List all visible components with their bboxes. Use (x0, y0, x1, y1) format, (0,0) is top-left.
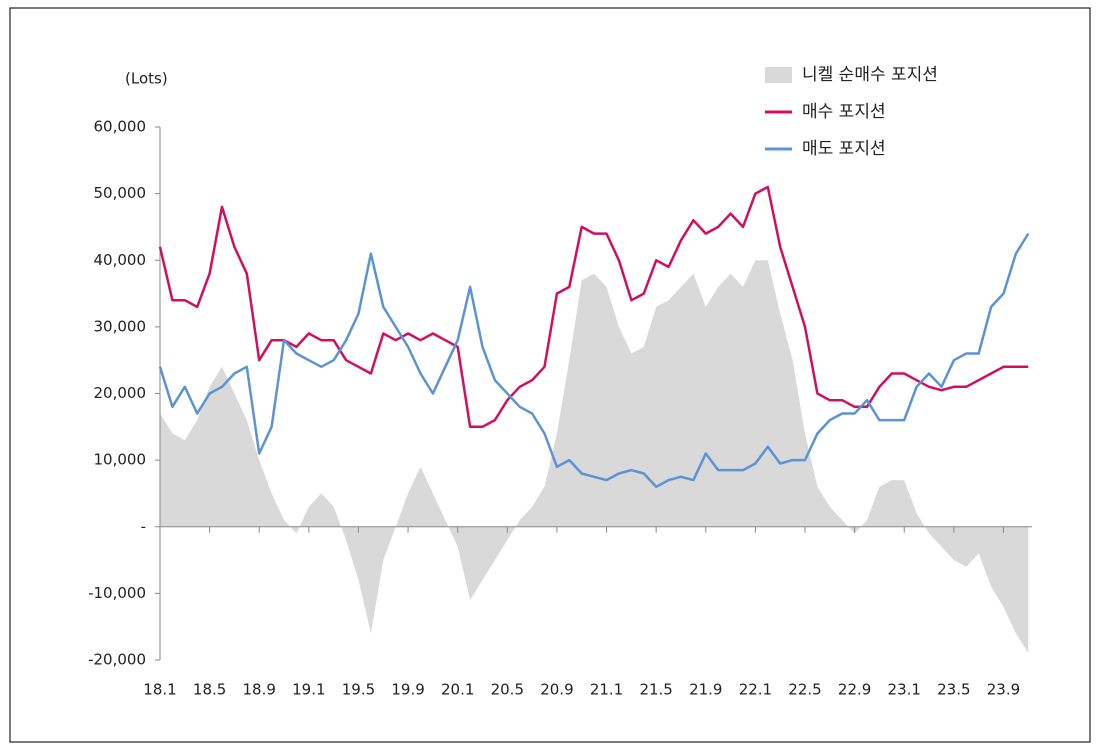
x-tick-label: 18.9 (243, 681, 276, 699)
x-tick-label: 18.5 (193, 681, 226, 699)
x-tick-label: 19.1 (292, 681, 325, 699)
legend-label: 매수 포지션 (802, 102, 886, 122)
legend-label: 니켈 순매수 포지션 (802, 65, 938, 85)
x-tick-label: 21.1 (590, 681, 623, 699)
y-tick-label: -20,000 (88, 651, 146, 669)
x-tick-label: 19.9 (391, 681, 424, 699)
net-area (160, 260, 1029, 654)
series-line (158, 232, 1030, 489)
y-axis-label: (Lots) (125, 70, 168, 88)
x-tick-label: 19.5 (342, 681, 375, 699)
x-tick-label: 21.5 (639, 681, 672, 699)
legend-label: 매도 포지션 (802, 139, 886, 159)
x-tick-label: 22.5 (788, 681, 821, 699)
x-tick-label: 22.9 (838, 681, 871, 699)
y-tick-label: 50,000 (94, 184, 147, 202)
y-tick-label: - (141, 517, 146, 535)
x-tick-label: 18.1 (143, 681, 176, 699)
x-tick-label: 23.9 (987, 681, 1020, 699)
y-tick-label: 40,000 (94, 251, 147, 269)
x-tick-label: 23.1 (888, 681, 921, 699)
x-tick-label: 23.5 (937, 681, 970, 699)
x-tick-label: 20.1 (441, 681, 474, 699)
x-tick-label: 21.9 (689, 681, 722, 699)
y-tick-label: 10,000 (94, 451, 147, 469)
y-tick-label: 20,000 (94, 384, 147, 402)
x-tick-label: 20.5 (491, 681, 524, 699)
y-tick-label: 30,000 (94, 317, 147, 335)
series-line (158, 185, 1029, 429)
y-tick-label: -10,000 (88, 584, 146, 602)
x-tick-label: 22.1 (739, 681, 772, 699)
frame (9, 7, 1091, 743)
legend-swatch (765, 67, 792, 83)
y-tick-label: 60,000 (94, 118, 147, 136)
x-tick-label: 20.9 (540, 681, 573, 699)
